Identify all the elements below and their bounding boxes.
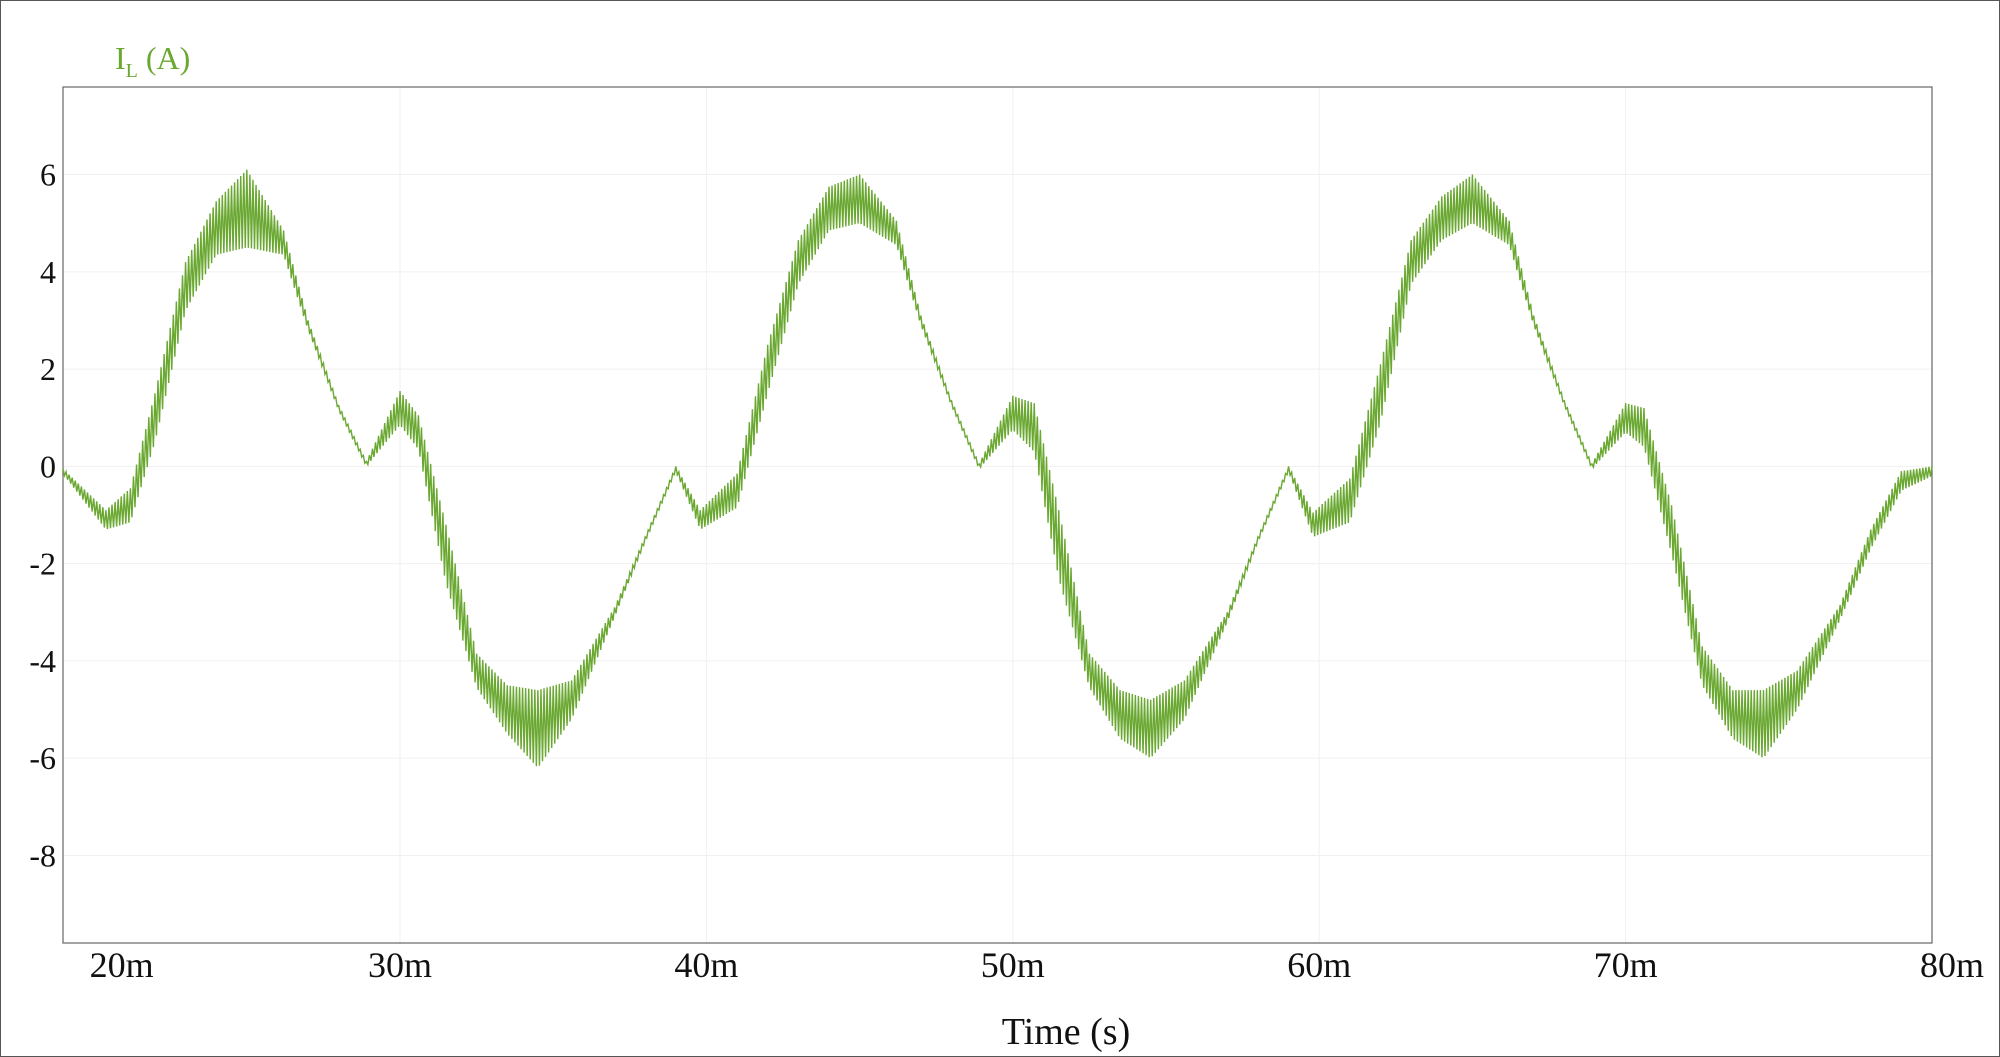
x-tick-label: 40m (674, 945, 738, 985)
y-tick-label: -6 (29, 740, 56, 776)
plot-area (62, 86, 1933, 944)
y-axis-title-main: I (115, 40, 126, 76)
x-axis-title: Time (s) (1002, 1011, 1130, 1053)
y-axis-ticks: 6 4 2 0 -2 -4 -6 -8 (29, 157, 56, 874)
y-tick-label: 0 (40, 448, 56, 484)
y-tick-label: -4 (29, 643, 56, 679)
y-tick-label: 4 (40, 254, 56, 290)
x-tick-label: 80m (1920, 945, 1984, 985)
x-axis-ticks: 20m 30m 40m 50m 60m 70m 80m (90, 945, 1984, 985)
x-tick-label: 20m (90, 945, 154, 985)
y-tick-label: -2 (29, 546, 56, 582)
grid (63, 87, 1932, 943)
y-axis-title-subscript: L (126, 60, 138, 82)
y-axis-title-unit: (A) (138, 40, 190, 76)
x-tick-label: 30m (368, 945, 432, 985)
y-tick-label: 2 (40, 351, 56, 387)
x-tick-label: 60m (1287, 945, 1351, 985)
x-tick-label: 50m (981, 945, 1045, 985)
y-tick-label: -8 (29, 837, 56, 873)
x-tick-label: 70m (1594, 945, 1658, 985)
y-axis-title: IL (A) (115, 40, 190, 82)
inductor-current-trace (62, 169, 1933, 767)
y-tick-label: 6 (40, 157, 56, 193)
